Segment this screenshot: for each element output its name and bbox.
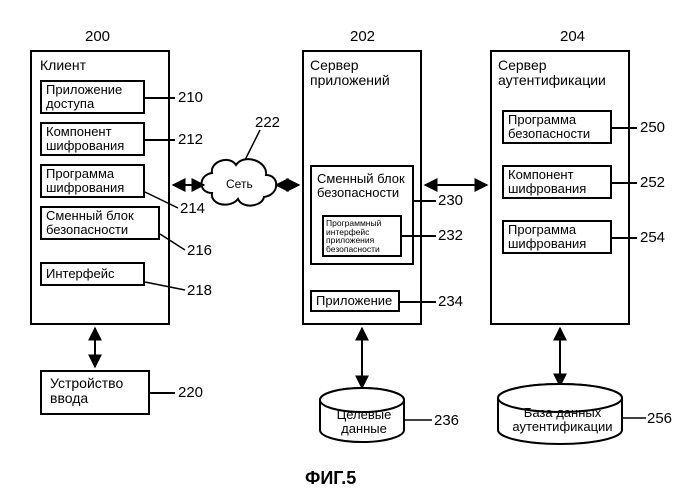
- sec-program-leader: [612, 127, 637, 129]
- sec-block-ref: 216: [187, 242, 212, 259]
- appserver-spi-label: Программный интерфейс приложения безопас…: [326, 219, 398, 253]
- sec-program-box: Программа безопасности: [502, 110, 612, 144]
- sec-program-label: Программа безопасности: [508, 113, 606, 142]
- auth-enc-comp-leader: [612, 182, 637, 184]
- figure-caption: ФИГ.5: [305, 468, 356, 489]
- appserver-app-leader: [400, 301, 436, 303]
- enc-program-ref: 214: [180, 200, 205, 217]
- sec-block-box: Сменный блок безопасности: [40, 206, 160, 240]
- target-data-label: Целевые данные: [334, 408, 394, 437]
- sec-program-ref: 250: [640, 119, 665, 136]
- enc-program-label: Программа шифрования: [46, 167, 139, 196]
- authserver-ref: 204: [560, 28, 585, 45]
- interface-ref: 218: [187, 282, 212, 299]
- appserver-ref: 202: [350, 28, 375, 45]
- input-device-ref: 220: [178, 384, 203, 401]
- appserver-app-box: Приложение: [310, 290, 400, 312]
- app-access-leader: [145, 97, 175, 99]
- auth-enc-comp-box: Компонент шифрования: [502, 165, 612, 199]
- appserver-title: Сервер приложений: [310, 58, 410, 89]
- authserver-title: Сервер аутентификации: [498, 58, 628, 89]
- enc-component-ref: 212: [178, 131, 203, 148]
- network-ref: 222: [255, 114, 280, 131]
- app-access-label: Приложение доступа: [46, 83, 139, 112]
- enc-component-label: Компонент шифрования: [46, 125, 139, 154]
- sec-block-label: Сменный блок безопасности: [46, 209, 154, 238]
- client-title: Клиент: [40, 58, 86, 73]
- auth-enc-comp-ref: 252: [640, 174, 665, 191]
- auth-enc-prog-label: Программа шифрования: [508, 223, 606, 252]
- enc-component-leader: [145, 139, 175, 141]
- interface-label: Интерфейс: [46, 267, 114, 281]
- appserver-secblock-leader: [414, 200, 436, 202]
- app-access-box: Приложение доступа: [40, 80, 145, 114]
- auth-enc-comp-label: Компонент шифрования: [508, 168, 606, 197]
- appserver-app-ref: 234: [438, 293, 463, 310]
- interface-box: Интерфейс: [40, 262, 145, 286]
- auth-db-ref: 256: [647, 410, 672, 427]
- auth-db-label: База данных аутентификации: [510, 406, 615, 435]
- appserver-app-label: Приложение: [316, 294, 392, 308]
- appserver-secblock-ref: 230: [438, 192, 463, 209]
- appserver-spi-ref: 232: [438, 227, 463, 244]
- enc-program-box: Программа шифрования: [40, 164, 145, 198]
- input-device-label: Устройство ввода: [50, 376, 145, 407]
- auth-enc-prog-leader: [612, 237, 637, 239]
- app-access-ref: 210: [178, 89, 203, 106]
- target-data-ref: 236: [434, 412, 459, 429]
- appserver-spi-leader: [402, 235, 436, 237]
- input-device-leader: [150, 392, 175, 394]
- network-label: Сеть: [226, 178, 253, 191]
- auth-enc-prog-ref: 254: [640, 229, 665, 246]
- appserver-secblock-label: Сменный блок безопасности: [317, 172, 407, 201]
- enc-component-box: Компонент шифрования: [40, 122, 145, 156]
- auth-enc-prog-box: Программа шифрования: [502, 220, 612, 254]
- appserver-spi-box: Программный интерфейс приложения безопас…: [322, 215, 402, 257]
- client-ref: 200: [85, 28, 110, 45]
